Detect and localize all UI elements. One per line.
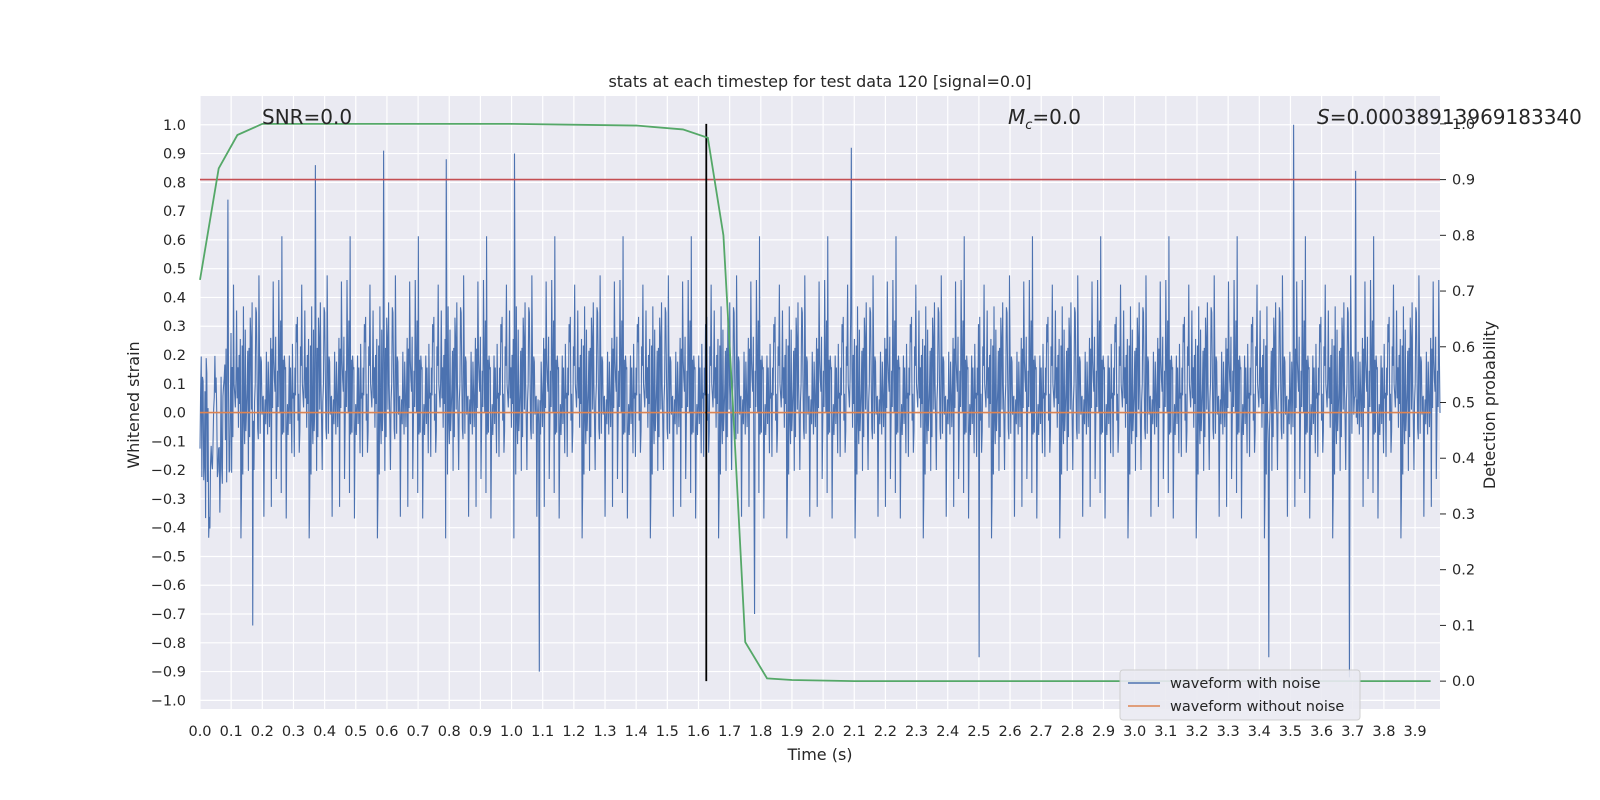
y-tick-label: −0.2 xyxy=(151,463,186,479)
x-tick-label: 1.3 xyxy=(593,724,616,740)
y-axis-right-label: Detection probability xyxy=(1480,321,1499,489)
x-tick-label: 1.4 xyxy=(625,724,648,740)
x-tick-label: 2.6 xyxy=(999,724,1022,740)
y-tick-label: 0.3 xyxy=(163,319,186,335)
y-tick-label: −0.7 xyxy=(151,607,186,623)
x-tick-label: 3.4 xyxy=(1248,724,1271,740)
waveform-with-noise-line xyxy=(199,124,1441,678)
legend-label-clean: waveform without noise xyxy=(1170,699,1344,715)
x-tick-label: 3.2 xyxy=(1185,724,1208,740)
y-tick-label: 0.9 xyxy=(163,147,186,163)
x-tick-label: 1.0 xyxy=(500,724,523,740)
y-tick-label: 0.5 xyxy=(163,262,186,278)
mc-value: =0.0 xyxy=(1032,105,1081,129)
y-tick-label: −0.5 xyxy=(151,549,186,565)
s-value: =0.00038913969183340 xyxy=(1330,105,1582,129)
series-detection-probability xyxy=(199,122,1431,683)
legend: waveform with noise waveform without noi… xyxy=(1119,669,1361,721)
y-tick-label: 0.4 xyxy=(163,290,186,306)
x-tick-label: 2.4 xyxy=(936,724,959,740)
x-tick-label: 2.0 xyxy=(812,724,835,740)
y-right-tick-label: 0.9 xyxy=(1452,173,1475,189)
x-tick-label: 1.5 xyxy=(656,724,679,740)
y-axis-ticks: 1.0 0.9 0.8 0.7 0.6 0.5 0.4 0.3 0.2 0.1 0.0 −0.1 −0.… xyxy=(151,118,186,710)
y-right-tick-label: 1.0 xyxy=(1452,117,1475,133)
series-waveform-with-noise xyxy=(199,124,1441,678)
y-axis-label: Whitened strain xyxy=(124,341,143,468)
x-tick-label: 3.3 xyxy=(1217,724,1240,740)
x-tick-label: 3.0 xyxy=(1123,724,1146,740)
y-tick-label: −1.0 xyxy=(151,693,186,709)
y-right-tick-label: 0.8 xyxy=(1452,228,1475,244)
mc-subscript: c xyxy=(1025,118,1032,133)
x-tick-label: 3.8 xyxy=(1372,724,1395,740)
mc-symbol: M xyxy=(1008,105,1025,129)
x-tick-label: 2.9 xyxy=(1092,724,1115,740)
y-tick-label: 0.7 xyxy=(163,204,186,220)
x-tick-label: 1.8 xyxy=(749,724,772,740)
y-tick-label: −0.9 xyxy=(151,665,186,681)
x-tick-label: 3.5 xyxy=(1279,724,1302,740)
chirp-mass-annotation: Mc=0.0 xyxy=(1008,105,1081,133)
y-tick-label: 0.0 xyxy=(163,406,186,422)
y-tick-label: −0.3 xyxy=(151,492,186,508)
y-right-tick-label: 0.1 xyxy=(1452,618,1475,634)
y-tick-label: 0.8 xyxy=(163,175,186,191)
x-tick-label: 1.2 xyxy=(562,724,585,740)
x-tick-label: 2.5 xyxy=(967,724,990,740)
x-tick-label: 1.1 xyxy=(531,724,554,740)
y-tick-label: −0.8 xyxy=(151,636,186,652)
y-right-tick-label: 0.3 xyxy=(1452,507,1475,523)
x-tick-label: 2.8 xyxy=(1061,724,1084,740)
y-tick-label: −0.4 xyxy=(151,521,186,537)
y-tick-label: 0.6 xyxy=(163,233,186,249)
x-axis-label: Time (s) xyxy=(786,745,852,764)
x-tick-label: 3.6 xyxy=(1310,724,1333,740)
x-tick-label: 0.3 xyxy=(282,724,305,740)
x-tick-label: 2.2 xyxy=(874,724,897,740)
x-tick-label: 2.3 xyxy=(905,724,928,740)
x-tick-label: 2.1 xyxy=(843,724,866,740)
x-tick-label: 3.1 xyxy=(1154,724,1177,740)
y-tick-label: 1.0 xyxy=(163,118,186,134)
x-axis-ticks: 0.0 0.1 0.2 0.3 0.4 0.5 0.6 0.7 0.8 0.9 1.0 1.1 1.2 1… xyxy=(188,724,1426,740)
x-tick-label: 2.7 xyxy=(1030,724,1053,740)
x-tick-label: 1.7 xyxy=(718,724,741,740)
y-right-tick-label: 0.5 xyxy=(1452,396,1475,412)
x-tick-label: 0.9 xyxy=(469,724,492,740)
y-tick-label: 0.1 xyxy=(163,377,186,393)
x-tick-label: 0.8 xyxy=(438,724,461,740)
y-right-tick-label: 0.7 xyxy=(1452,284,1475,300)
x-tick-label: 3.9 xyxy=(1404,724,1427,740)
x-tick-label: 0.5 xyxy=(344,724,367,740)
legend-label-noise: waveform with noise xyxy=(1170,676,1321,692)
snr-annotation: SNR=0.0 xyxy=(262,105,352,129)
y-right-tick-label: 0.0 xyxy=(1452,674,1475,690)
detection-probability-line xyxy=(199,122,1431,683)
x-tick-label: 0.2 xyxy=(251,724,274,740)
y-right-tick-label: 0.2 xyxy=(1452,563,1475,579)
y-axis-right-ticks: 1.0 0.9 0.8 0.7 0.6 0.5 0.4 0.3 0.2 0.1 0.0 xyxy=(1440,117,1475,690)
x-tick-label: 0.0 xyxy=(188,724,211,740)
x-tick-label: 3.7 xyxy=(1341,724,1364,740)
y-tick-label: 0.2 xyxy=(163,348,186,364)
legend-box xyxy=(1119,669,1361,721)
x-tick-label: 0.4 xyxy=(313,724,336,740)
x-tick-label: 0.6 xyxy=(375,724,398,740)
x-tick-label: 1.9 xyxy=(780,724,803,740)
y-right-tick-label: 0.6 xyxy=(1452,340,1475,356)
reference-lines xyxy=(200,123,1440,682)
y-right-tick-label: 0.4 xyxy=(1452,451,1475,467)
y-tick-label: −0.6 xyxy=(151,578,186,594)
x-tick-label: 0.1 xyxy=(220,724,243,740)
y-tick-label: −0.1 xyxy=(151,434,186,450)
x-tick-label: 0.7 xyxy=(407,724,430,740)
s-annotation: S=0.00038913969183340 xyxy=(1317,105,1582,129)
x-tick-label: 1.6 xyxy=(687,724,710,740)
s-symbol: S xyxy=(1317,105,1330,129)
chart-title: stats at each timestep for test data 120… xyxy=(608,72,1031,91)
